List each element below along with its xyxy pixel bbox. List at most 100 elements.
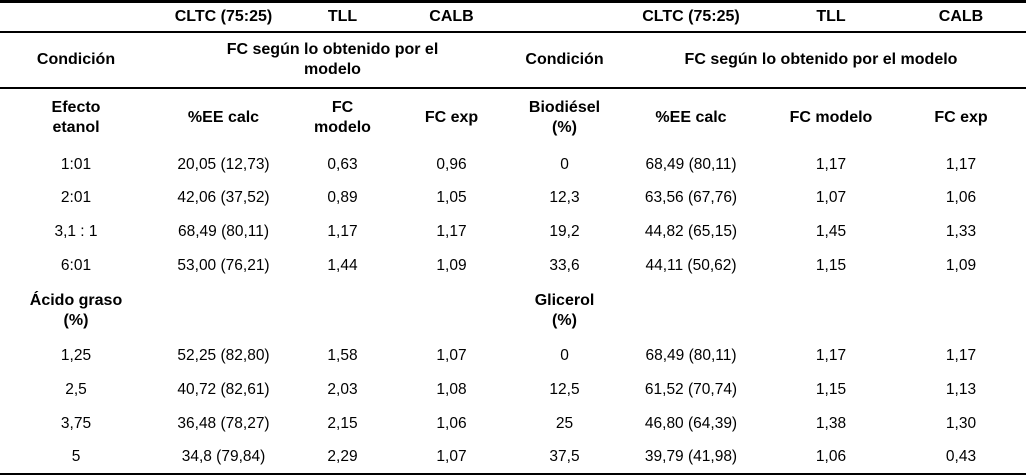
empty-cell <box>896 282 1026 339</box>
condition-header-row: Condición FC según lo obtenido por el mo… <box>0 31 1026 89</box>
fc-header-cell: FC según lo obtenido por el modelo <box>152 31 513 89</box>
table-cell: 1,17 <box>436 222 467 240</box>
table-cell: 2,5 <box>65 381 87 399</box>
table-row: 1:01 20,05 (12,73) 0,63 0,96 0 68,49 (80,11) 1… <box>0 148 1026 182</box>
table-cell: 40,72 (82,61) <box>177 381 270 399</box>
table-cell: 5 <box>71 447 81 465</box>
fc-header-cell: FC según lo obtenido por el modelo <box>616 31 1026 89</box>
table-cell: 37,5 <box>549 447 580 465</box>
enzyme-header-cell: CALB <box>390 1 513 33</box>
table-cell: 46,80 (64,39) <box>644 414 738 432</box>
table-cell: 25 <box>555 414 574 432</box>
table-cell: 1,30 <box>945 414 977 432</box>
empty-cell <box>0 1 152 33</box>
table-cell: 12,5 <box>549 381 580 399</box>
table-cell: 0 <box>560 347 569 365</box>
table-cell: 1,44 <box>327 256 358 274</box>
table-row: 2:01 42,06 (37,52) 0,89 1,05 12,3 63,56 (67,7… <box>0 181 1026 215</box>
table-cell: 1:01 <box>60 155 92 173</box>
table-cell: 44,82 (65,15) <box>644 222 738 240</box>
table-cell: 1,07 <box>436 447 467 465</box>
empty-cell <box>390 282 513 339</box>
empty-cell <box>616 282 766 339</box>
table-cell: 1,45 <box>815 222 847 240</box>
table-cell: 2:01 <box>60 189 92 207</box>
table-cell: 39,79 (41,98) <box>644 447 738 465</box>
table-cell: 1,13 <box>945 381 977 399</box>
table-cell: 42,06 (37,52) <box>177 189 270 207</box>
table-row: 3,75 36,48 (78,27) 2,15 1,06 25 46,80 (64,39)… <box>0 407 1026 441</box>
table-cell: 0 <box>560 155 569 173</box>
empty-cell <box>152 282 295 339</box>
table-cell: 1,07 <box>815 189 847 207</box>
table-cell: 1,08 <box>436 381 467 399</box>
table-cell: 1,05 <box>436 189 467 207</box>
enzyme-header-cell: TLL <box>766 1 896 33</box>
table-cell: 44,11 (50,62) <box>645 256 737 274</box>
table-cell: 3,75 <box>60 414 92 432</box>
table-cell: 20,05 (12,73) <box>177 155 270 173</box>
section-row: Ácido graso (%) Glicerol (%) <box>0 282 1026 339</box>
section-header-text: Glicerol (%) <box>534 291 595 329</box>
table-row: 2,5 40,72 (82,61) 2,03 1,08 12,5 61,52 (70,74… <box>0 373 1026 407</box>
table-cell: 1,17 <box>815 155 847 173</box>
table-row: 3,1 : 1 68,49 (80,11) 1,17 1,17 19,2 44,82 (6… <box>0 215 1026 249</box>
enzyme-header-cell: CALB <box>896 1 1026 33</box>
subheader-cell: Efecto etanol <box>0 88 152 148</box>
table-cell: 2,29 <box>327 447 358 465</box>
condition-label-cell: Condición <box>513 31 616 89</box>
table-cell: 1,58 <box>327 347 358 365</box>
subheader-cell: FC exp <box>424 109 479 126</box>
subheader-cell: Biodiésel (%) <box>513 88 616 148</box>
empty-cell <box>513 1 616 33</box>
table-row: 5 34,8 (79,84) 2,29 1,07 37,5 39,79 (41,98) 1,… <box>0 440 1026 474</box>
subheader-cell: FC modelo <box>295 88 390 148</box>
table-cell: 1,25 <box>60 347 92 365</box>
condition-label-cell: Condición <box>0 31 152 89</box>
table-cell: 1,17 <box>945 155 977 173</box>
table-cell: 0,63 <box>327 155 358 173</box>
empty-cell <box>766 282 896 339</box>
table-row: 1,25 52,25 (82,80) 1,58 1,07 0 68,49 (80,11) 1… <box>0 339 1026 373</box>
table-cell: 1,17 <box>327 222 358 240</box>
subheader-text: FC modelo <box>314 99 371 136</box>
table-cell: 1,09 <box>945 256 977 274</box>
table-cell: 0,43 <box>945 447 977 465</box>
section-header-text: Ácido graso (%) <box>29 291 123 329</box>
table-cell: 6:01 <box>60 256 92 274</box>
subheader-row: Efecto etanol %EE calc FC modelo FC exp … <box>0 88 1026 148</box>
enzyme-header-cell: TLL <box>295 1 390 33</box>
table-cell: 1,17 <box>815 347 847 365</box>
subheader-cell: FC modelo <box>789 109 873 126</box>
enzyme-header-cell: CLTC (75:25) <box>616 1 766 33</box>
table-cell: 1,15 <box>815 381 847 399</box>
table-cell: 19,2 <box>549 222 580 240</box>
empty-cell <box>295 282 390 339</box>
table-cell: 1,06 <box>436 414 467 432</box>
table-row: 6:01 53,00 (76,21) 1,44 1,09 33,6 44,11 (50,6… <box>0 248 1026 282</box>
subheader-text: Biodiésel (%) <box>528 99 601 136</box>
table-cell: 53,00 (76,21) <box>177 256 270 274</box>
table-cell: 1,15 <box>815 256 847 274</box>
table-cell: 1,06 <box>945 189 977 207</box>
table-cell: 1,33 <box>945 222 977 240</box>
enzyme-header-cell: CLTC (75:25) <box>152 1 295 33</box>
table-cell: 33,6 <box>549 256 580 274</box>
table-cell: 34,8 (79,84) <box>181 447 266 465</box>
table-cell: 0,96 <box>436 155 467 173</box>
fc-header-text: FC según lo obtenido por el modelo <box>226 40 439 78</box>
table-cell: 68,49 (80,11) <box>645 347 737 365</box>
table-cell: 1,06 <box>815 447 847 465</box>
table-cell: 2,15 <box>327 414 358 432</box>
table-cell: 2,03 <box>327 381 358 399</box>
section-header-cell: Ácido graso (%) <box>0 282 152 339</box>
table-cell: 61,52 (70,74) <box>644 381 738 399</box>
table-cell: 36,48 (78,27) <box>177 414 270 432</box>
table-cell: 1,38 <box>815 414 847 432</box>
subheader-text: Efecto etanol <box>51 99 101 136</box>
subheader-cell: %EE calc <box>187 109 260 126</box>
enzyme-header-row: CLTC (75:25) TLL CALB CLTC (75:25) TLL C… <box>0 1 1026 33</box>
section-header-cell: Glicerol (%) <box>513 282 616 339</box>
